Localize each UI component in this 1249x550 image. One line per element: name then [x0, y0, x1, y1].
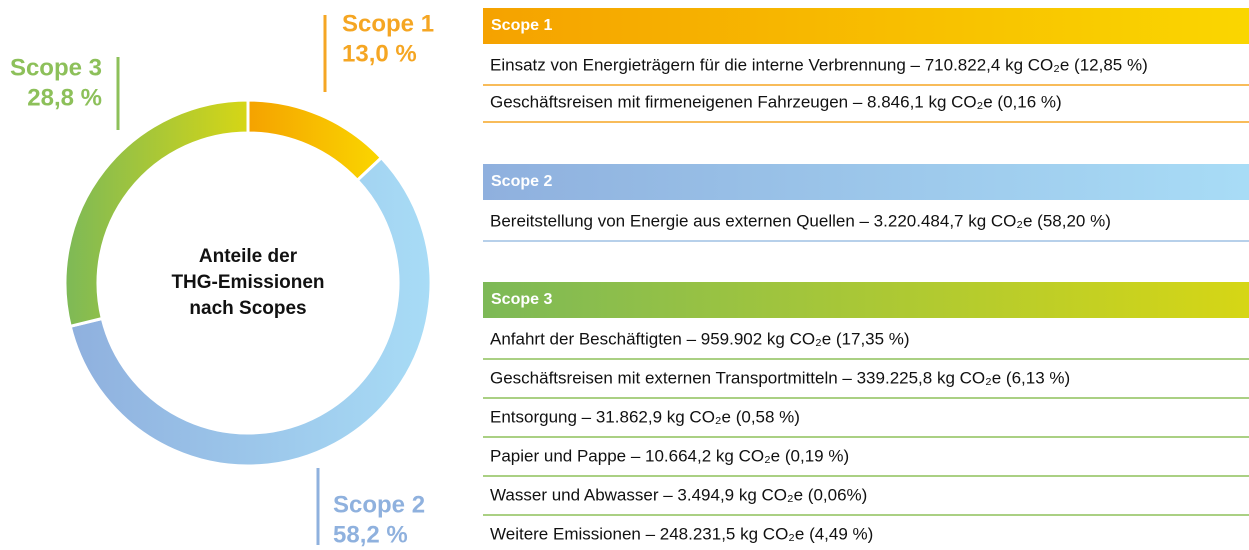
center-label: nach Scopes	[189, 298, 306, 319]
slice-value-label: 13,0 %	[342, 40, 417, 67]
item-text: Einsatz von Energieträgern für die inter…	[490, 55, 1148, 74]
slice-label: Scope 2	[333, 491, 425, 518]
group-header	[483, 282, 1249, 318]
item-text: Bereitstellung von Energie aus externen …	[490, 211, 1111, 230]
donut-slice	[68, 155, 433, 468]
group-header	[483, 8, 1249, 44]
donut-slice	[246, 98, 384, 183]
group-header	[483, 164, 1249, 200]
center-label: THG-Emissionen	[171, 272, 324, 293]
slice-value-label: 28,8 %	[27, 84, 102, 111]
slice-value-label: 58,2 %	[333, 521, 408, 548]
slice-label: Scope 3	[10, 54, 102, 81]
item-text: Entsorgung – 31.862,9 kg CO₂e (0,58 %)	[490, 407, 800, 426]
item-text: Wasser und Abwasser – 3.494,9 kg CO₂e (0…	[490, 485, 867, 504]
item-text: Geschäftsreisen mit firmeneigenen Fahrze…	[490, 92, 1062, 111]
slice-label: Scope 1	[342, 10, 434, 37]
group-title: Scope 2	[491, 173, 552, 190]
item-text: Weitere Emissionen – 248.231,5 kg CO₂e (…	[490, 524, 873, 543]
item-text: Papier und Pappe – 10.664,2 kg CO₂e (0,1…	[490, 446, 849, 465]
group-title: Scope 1	[491, 17, 552, 34]
center-label: Anteile der	[199, 246, 298, 267]
group-title: Scope 3	[491, 291, 552, 308]
item-text: Geschäftsreisen mit externen Transportmi…	[490, 368, 1070, 387]
item-text: Anfahrt der Beschäftigten – 959.902 kg C…	[490, 329, 910, 348]
donut-slice	[63, 98, 250, 329]
